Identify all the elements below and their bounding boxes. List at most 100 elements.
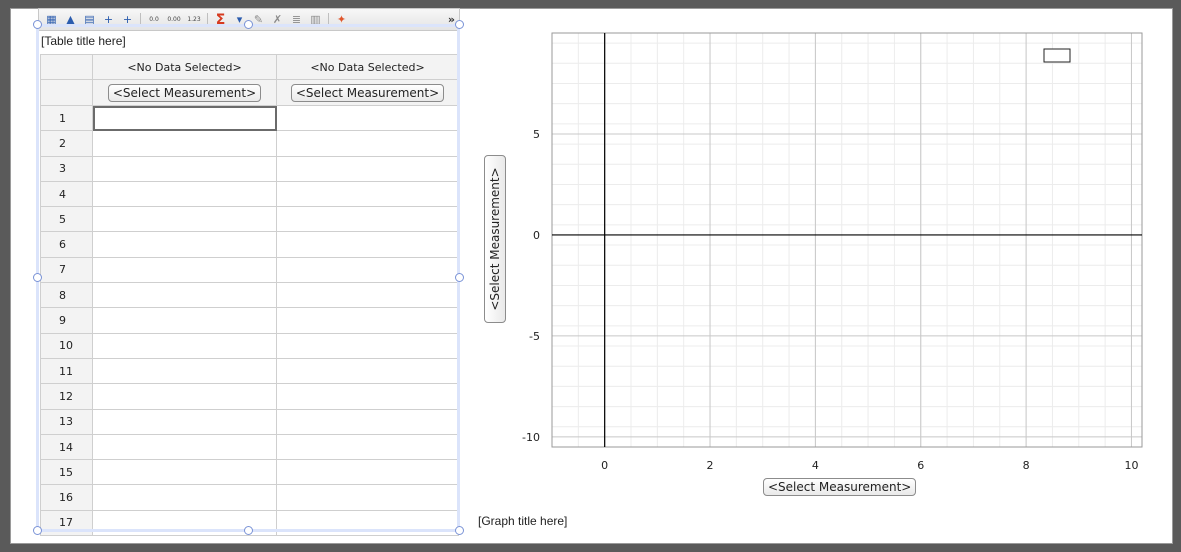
table-cell[interactable] [92, 130, 277, 157]
clear-icon[interactable]: ✗ [272, 13, 283, 26]
table-cell[interactable] [92, 332, 277, 359]
row-number: 13 [40, 408, 93, 435]
table-cell[interactable] [92, 282, 277, 309]
toolbar-more-button[interactable]: » [447, 13, 455, 26]
table-cell[interactable] [92, 357, 277, 385]
table-cell[interactable] [276, 509, 459, 537]
y-tick-label: -10 [522, 431, 540, 444]
x-axis-select-measurement-button[interactable]: <Select Measurement> [763, 478, 917, 496]
table-row: 2 [40, 130, 459, 157]
resize-handle-bottom-left[interactable] [33, 526, 42, 535]
x-tick-label: 0 [601, 459, 608, 472]
table-cell[interactable] [92, 180, 277, 208]
column-select-cell-2: <Select Measurement> [276, 79, 459, 106]
table-row: 9 [40, 307, 459, 334]
edit-formula-icon[interactable]: ✎ [253, 13, 264, 26]
pin-icon[interactable]: ✦ [336, 13, 347, 26]
legend-box[interactable] [1043, 48, 1071, 63]
y-axis-select-measurement-button[interactable]: <Select Measurement> [484, 155, 506, 323]
table-cell[interactable] [276, 357, 459, 385]
resize-handle-middle-left[interactable] [33, 273, 42, 282]
graph-title[interactable]: [Graph title here] [478, 514, 568, 528]
table-cell[interactable] [276, 256, 459, 284]
x-tick-label: 4 [812, 459, 819, 472]
resize-handle-bottom-center[interactable] [244, 526, 253, 535]
table-cell[interactable] [92, 459, 277, 486]
table-cell[interactable] [276, 383, 459, 410]
split-icon[interactable]: ▥ [310, 13, 321, 26]
row-number: 10 [40, 332, 93, 359]
table-row: 3 [40, 155, 459, 182]
x-tick-label: 2 [707, 459, 714, 472]
row-number: 9 [40, 307, 93, 334]
row-number: 15 [40, 459, 93, 486]
row-number: 5 [40, 206, 93, 233]
resize-handle-top-left[interactable] [33, 20, 42, 29]
table-cell[interactable] [276, 484, 459, 511]
y-tick-label: 5 [533, 128, 540, 141]
table-cell[interactable] [92, 307, 277, 334]
table-cell[interactable] [276, 408, 459, 435]
table-cell[interactable] [92, 231, 277, 258]
table-row: 7 [40, 256, 459, 284]
row-number: 17 [40, 509, 93, 537]
resize-handle-top-right[interactable] [455, 20, 464, 29]
table-cell[interactable] [276, 206, 459, 233]
row-number: 1 [40, 104, 93, 132]
sigma-icon[interactable]: Σ [215, 11, 226, 28]
graph-plot[interactable]: 0 2 4 6 8 10 5 0 -5 -10 [470, 20, 1160, 530]
resize-handle-bottom-right[interactable] [455, 526, 464, 535]
table-cell[interactable] [92, 256, 277, 284]
row-number: 12 [40, 383, 93, 410]
insert-column-left-icon[interactable]: ▲ [66, 13, 75, 26]
add-column-right-icon[interactable]: + [103, 13, 114, 26]
toolbar-separator [207, 12, 208, 27]
number-format-icon[interactable]: 1.23 [187, 15, 201, 23]
table-cell[interactable] [92, 484, 277, 511]
table-cell[interactable] [92, 433, 277, 461]
table-cell[interactable] [276, 231, 459, 258]
insert-row-icon[interactable]: ▤ [84, 13, 95, 26]
table-row: 1 [40, 104, 459, 132]
table-cell[interactable] [92, 408, 277, 435]
table-cell[interactable] [276, 459, 459, 486]
decrease-decimal-icon[interactable]: 0.00 [167, 15, 181, 23]
y-axis-select-label: <Select Measurement> [488, 167, 502, 311]
x-tick-label: 8 [1023, 459, 1030, 472]
table-cell[interactable] [276, 433, 459, 461]
table-cell[interactable] [276, 332, 459, 359]
table-title[interactable]: [Table title here] [41, 34, 126, 48]
dropdown-arrow-icon[interactable]: ▾ [236, 13, 243, 26]
table-cell[interactable] [92, 206, 277, 233]
table-cell[interactable] [276, 307, 459, 334]
row-number: 7 [40, 256, 93, 284]
increase-decimal-icon[interactable]: 0.0 [149, 15, 159, 23]
row-number: 16 [40, 484, 93, 511]
table-cell[interactable] [276, 130, 459, 157]
table-cell[interactable] [276, 180, 459, 208]
list-icon[interactable]: ≣ [291, 13, 302, 26]
insert-column-icon[interactable]: ▦ [46, 13, 57, 26]
table-cell[interactable] [276, 104, 459, 132]
row-number: 6 [40, 231, 93, 258]
column-header-1[interactable]: <No Data Selected> [92, 54, 277, 80]
select-measurement-button-col-2[interactable]: <Select Measurement> [290, 83, 445, 102]
table-row: 4 [40, 180, 459, 208]
table-row: 16 [40, 484, 459, 511]
add-column-left-icon[interactable]: + [122, 13, 133, 26]
resize-handle-middle-right[interactable] [455, 273, 464, 282]
table-cell[interactable] [92, 383, 277, 410]
resize-handle-top-center[interactable] [244, 20, 253, 29]
y-tick-label: 0 [533, 229, 540, 242]
table-cell[interactable] [276, 155, 459, 182]
table-cell[interactable] [92, 104, 277, 132]
table-cell[interactable] [276, 282, 459, 309]
table-cell[interactable] [92, 155, 277, 182]
column-header-2[interactable]: <No Data Selected> [276, 54, 459, 80]
row-number: 2 [40, 130, 93, 157]
y-tick-label: -5 [529, 330, 540, 343]
select-measurement-button-col-1[interactable]: <Select Measurement> [107, 83, 262, 102]
table-row: 15 [40, 459, 459, 486]
data-table: <No Data Selected> <No Data Selected> <S… [40, 54, 459, 537]
